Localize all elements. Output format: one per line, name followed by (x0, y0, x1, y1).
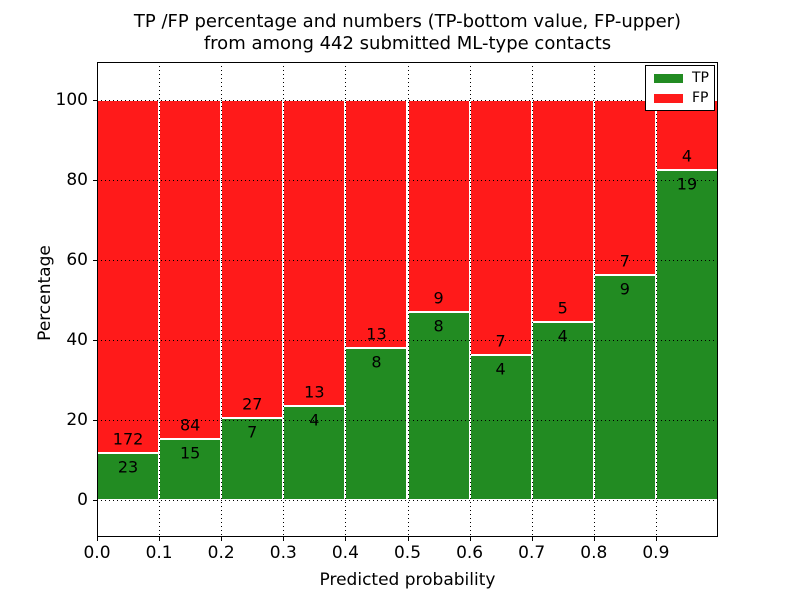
gridline-x-0.7 (531, 62, 533, 537)
tick-label-x-0.5: 0.5 (393, 543, 422, 563)
bar-segment-tp-3 (283, 405, 346, 500)
legend-swatch-tp (654, 73, 683, 83)
tick-x-0.9 (655, 537, 657, 541)
tick-label-x-0.1: 0.1 (145, 543, 173, 563)
bar-label-fp-6: 7 (495, 331, 506, 351)
bar-segment-fp-5 (407, 100, 470, 312)
tick-label-x-0.8: 0.8 (580, 543, 608, 563)
bar-segment-tp-7 (531, 322, 594, 500)
bar-label-fp-8: 7 (619, 251, 630, 271)
tick-x-0.5 (407, 537, 409, 541)
bar-segment-tp-8 (593, 275, 656, 500)
chart-title-line1: TP /FP percentage and numbers (TP-bottom… (133, 11, 682, 32)
bar-segment-fp-4 (345, 100, 408, 348)
tick-x-0.2 (221, 537, 223, 541)
bar-segment-fp-7 (531, 100, 594, 323)
plot-area (97, 62, 718, 537)
legend-row-tp: TP (654, 70, 714, 87)
gridline-x-0.9 (655, 62, 657, 537)
bar-segment-tp-1 (159, 439, 222, 500)
bar-label-tp-8: 9 (619, 279, 630, 299)
gridline-x-0.1 (159, 62, 161, 537)
tick-label-x-0.7: 0.7 (518, 543, 546, 563)
tick-label-y-60: 60 (66, 250, 88, 270)
bar-label-fp-9: 4 (681, 146, 693, 166)
tick-x-0.7 (531, 537, 533, 541)
bar-label-tp-1: 15 (179, 443, 201, 463)
tick-x-0.4 (345, 537, 347, 541)
tick-x-0.0 (97, 537, 98, 541)
tick-x-0.8 (593, 537, 595, 541)
tick-y-60 (93, 260, 97, 261)
legend: TP FP (645, 65, 715, 111)
legend-swatch-fp (654, 93, 683, 103)
bar-label-fp-5: 9 (433, 288, 444, 308)
bar-segment-fp-0 (97, 100, 160, 453)
bar-label-tp-7: 4 (557, 326, 568, 346)
tick-label-y-0: 0 (77, 490, 88, 510)
x-axis-label: Predicted probability (319, 570, 496, 590)
tick-y-20 (93, 420, 97, 421)
bar-segment-fp-2 (221, 100, 284, 418)
tick-label-y-40: 40 (66, 330, 88, 350)
gridline-x-0.6 (469, 62, 471, 537)
bar-label-tp-0: 23 (117, 457, 139, 477)
legend-row-fp: FP (654, 90, 714, 107)
gridline-x-0.8 (593, 62, 595, 537)
bar-label-fp-3: 13 (304, 382, 325, 402)
gridline-x-0.3 (283, 62, 285, 537)
tick-x-0.1 (159, 537, 161, 541)
bar-label-tp-5: 8 (433, 316, 444, 336)
tick-x-0.6 (469, 537, 471, 541)
tick-label-y-100: 100 (55, 90, 88, 110)
bar-segment-fp-8 (593, 100, 656, 275)
gridline-x-0.2 (221, 62, 223, 537)
bar-label-tp-6: 4 (495, 359, 506, 379)
bar-label-fp-2: 27 (242, 394, 263, 414)
bar-label-fp-4: 13 (366, 324, 387, 344)
bar-segment-fp-1 (159, 100, 222, 440)
legend-label-fp: FP (692, 90, 709, 106)
tick-y-40 (93, 340, 97, 341)
chart-title-line2: from among 442 submitted ML-type contact… (203, 33, 612, 54)
bar-label-fp-0: 172 (112, 429, 144, 449)
tick-y-80 (93, 180, 97, 181)
bar-segment-tp-9 (655, 169, 718, 500)
bar-label-fp-7: 5 (557, 298, 568, 318)
tick-label-y-80: 80 (66, 170, 88, 190)
tick-y-0 (93, 500, 97, 501)
legend-label-tp: TP (692, 70, 709, 86)
bar-segment-fp-3 (283, 100, 346, 406)
bar-label-fp-1: 84 (179, 415, 201, 435)
bar-segment-fp-6 (469, 100, 532, 355)
bar-label-tp-2: 7 (247, 422, 258, 442)
tick-label-y-20: 20 (66, 410, 88, 430)
tick-label-x-0.2: 0.2 (207, 543, 235, 563)
tick-x-0.3 (283, 537, 285, 541)
tick-label-x-0.6: 0.6 (456, 543, 484, 563)
bar-segment-tp-0 (97, 452, 160, 500)
tick-label-x-0.9: 0.9 (642, 543, 670, 563)
tick-y-100 (93, 100, 97, 101)
gridline-x-0.4 (345, 62, 347, 537)
tick-label-x-0.0: 0.0 (83, 543, 111, 563)
bar-label-tp-9: 19 (676, 174, 698, 194)
tick-label-x-0.4: 0.4 (331, 543, 359, 563)
bar-segment-tp-5 (407, 311, 470, 500)
gridline-x-0.5 (407, 62, 409, 537)
chart-title: TP /FP percentage and numbers (TP-bottom… (97, 11, 718, 55)
tick-label-x-0.3: 0.3 (269, 543, 297, 563)
bar-label-tp-4: 8 (371, 352, 382, 372)
bar-label-tp-3: 4 (309, 410, 320, 430)
